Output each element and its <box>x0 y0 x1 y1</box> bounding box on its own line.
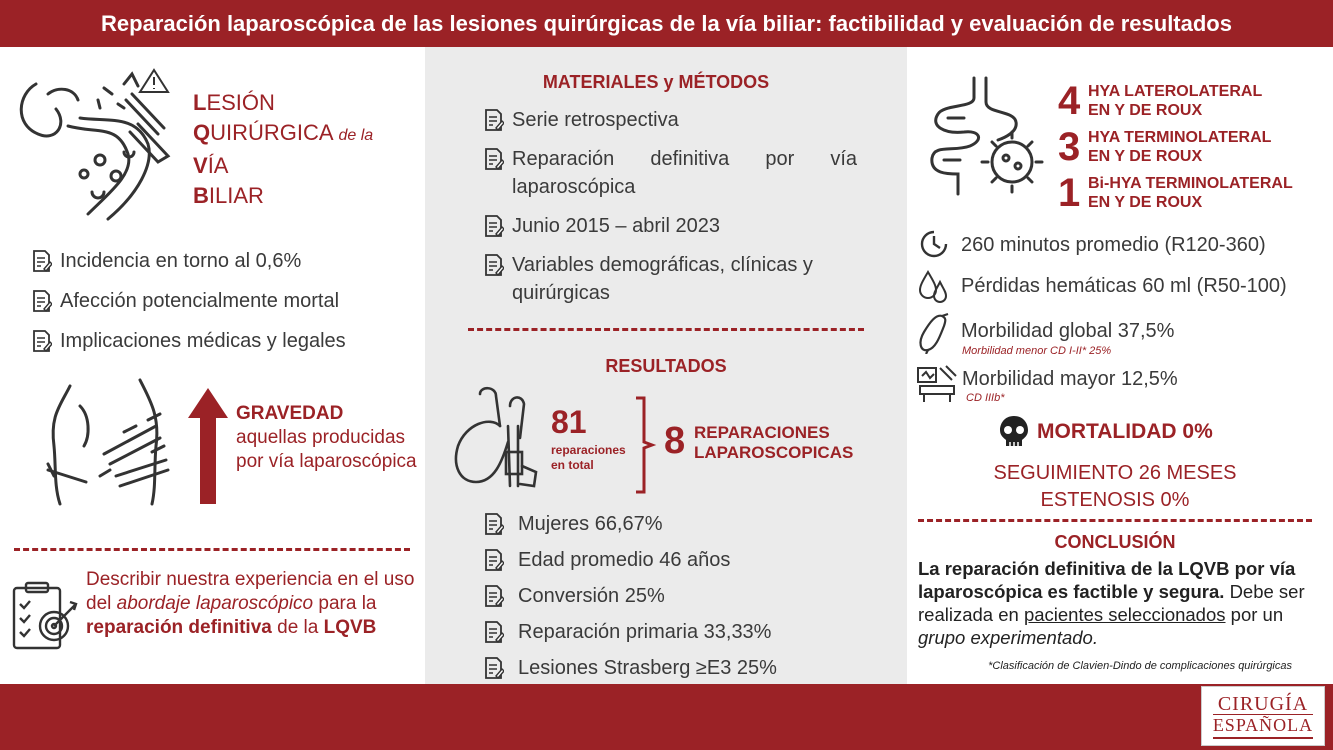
document-icon <box>484 253 504 277</box>
document-icon <box>484 108 504 132</box>
methods-list: Serie retrospectiva Reparación definitiv… <box>484 106 857 307</box>
blood-text: Pérdidas hemáticas 60 ml (R50-100) <box>961 275 1287 297</box>
list-item: Implicaciones médicas y legales <box>32 327 422 355</box>
target-clipboard-icon <box>12 581 78 650</box>
document-icon <box>32 329 52 353</box>
list-item: 3 HYA TERMINOLATERAL EN Y DE ROUX <box>1058 124 1272 169</box>
lap-number: 8 <box>664 420 686 462</box>
cirugia-espanola-logo: CIRUGÍA ESPAÑOLA <box>1201 686 1325 746</box>
page-title: Reparación laparoscópica de las lesiones… <box>0 0 1333 47</box>
list-item: 1 Bi-HYA TERMINOLATERAL EN Y DE ROUX <box>1058 170 1293 215</box>
gallbladder-icon <box>454 386 538 488</box>
morb-global-text: Morbilidad global 37,5% <box>961 320 1175 342</box>
surgery-equipment-icon <box>917 365 957 402</box>
skull-icon <box>1000 416 1028 446</box>
document-icon <box>484 512 504 536</box>
document-icon <box>484 656 504 680</box>
divider <box>14 548 410 551</box>
list-item: Edad promedio 46 años <box>484 546 884 574</box>
document-icon <box>32 289 52 313</box>
document-icon <box>484 548 504 572</box>
conclusion-title: CONCLUSIÓN <box>1054 532 1176 552</box>
footer-bar <box>0 684 1333 750</box>
left-bullets: Incidencia en torno al 0,6% Afección pot… <box>32 247 422 355</box>
total-label: reparaciones en total <box>551 443 626 472</box>
list-item: Reparación definitiva por vía laparoscóp… <box>484 145 857 201</box>
list-item: 4 HYA LATEROLATERAL EN Y DE ROUX <box>1058 78 1263 123</box>
results-list: Mujeres 66,67% Edad promedio 46 años Con… <box>484 510 884 682</box>
morb-major-sub: CD IIIb* <box>966 392 1005 404</box>
list-item: Conversión 25% <box>484 582 884 610</box>
footnote: *Clasificación de Clavien-Dindo de compl… <box>988 660 1292 672</box>
blood-drop-icon <box>918 270 948 303</box>
bracket-icon <box>636 396 657 494</box>
list-item: Mujeres 66,67% <box>484 510 884 538</box>
document-icon <box>484 147 504 171</box>
list-item: Reparación primaria 33,33% <box>484 618 884 646</box>
intestine-bacteria-icon <box>930 76 1044 196</box>
gravedad-block: GRAVEDAD aquellas producidas por vía lap… <box>236 403 417 472</box>
conclusion-text: La reparación definitiva de la LQVB por … <box>918 558 1305 648</box>
arrow-up-icon <box>188 388 228 504</box>
time-text: 260 minutos promedio (R120-360) <box>961 234 1266 256</box>
document-icon <box>32 249 52 273</box>
list-item: Variables demográficas, clínicas y quirú… <box>484 251 857 307</box>
methods-results-panel <box>425 47 907 684</box>
divider <box>918 519 1312 522</box>
methods-title: MATERIALES y MÉTODOS <box>542 72 770 92</box>
list-item: Serie retrospectiva <box>484 106 857 134</box>
list-item: Junio 2015 – abril 2023 <box>484 212 857 240</box>
lap-label: REPARACIONES LAPAROSCOPICAS <box>694 423 854 462</box>
mortality-text: MORTALIDAD 0% <box>1037 420 1213 443</box>
clock-icon <box>920 230 948 258</box>
results-title: RESULTADOS <box>605 356 727 376</box>
morb-global-sub: Morbilidad menor CD I-II* 25% <box>962 345 1112 357</box>
followup-block: SEGUIMIENTO 26 MESES ESTENOSIS 0% <box>993 462 1237 511</box>
biliary-injury-icon <box>19 68 171 221</box>
document-icon <box>484 584 504 608</box>
list-item: Afección potencialmente mortal <box>32 287 422 315</box>
document-icon <box>484 214 504 238</box>
list-item: Lesiones Strasberg ≥E3 25% <box>484 654 884 682</box>
list-item: Incidencia en torno al 0,6% <box>32 247 422 275</box>
laparoscopy-body-icon <box>46 378 170 506</box>
morb-major-text: Morbilidad mayor 12,5% <box>962 368 1178 390</box>
total-number: 81 <box>551 404 587 440</box>
lqvb-title: LESIÓN QUIRÚRGICA de la VÍA BILIAR <box>193 90 374 208</box>
hya-list: 4 HYA LATEROLATERAL EN Y DE ROUX 3 HYA TE… <box>1058 78 1330 216</box>
divider <box>468 328 864 331</box>
gallbladder-small-icon <box>919 312 949 354</box>
objective-text: Describir nuestra experiencia en el uso … <box>86 569 415 638</box>
document-icon <box>484 620 504 644</box>
